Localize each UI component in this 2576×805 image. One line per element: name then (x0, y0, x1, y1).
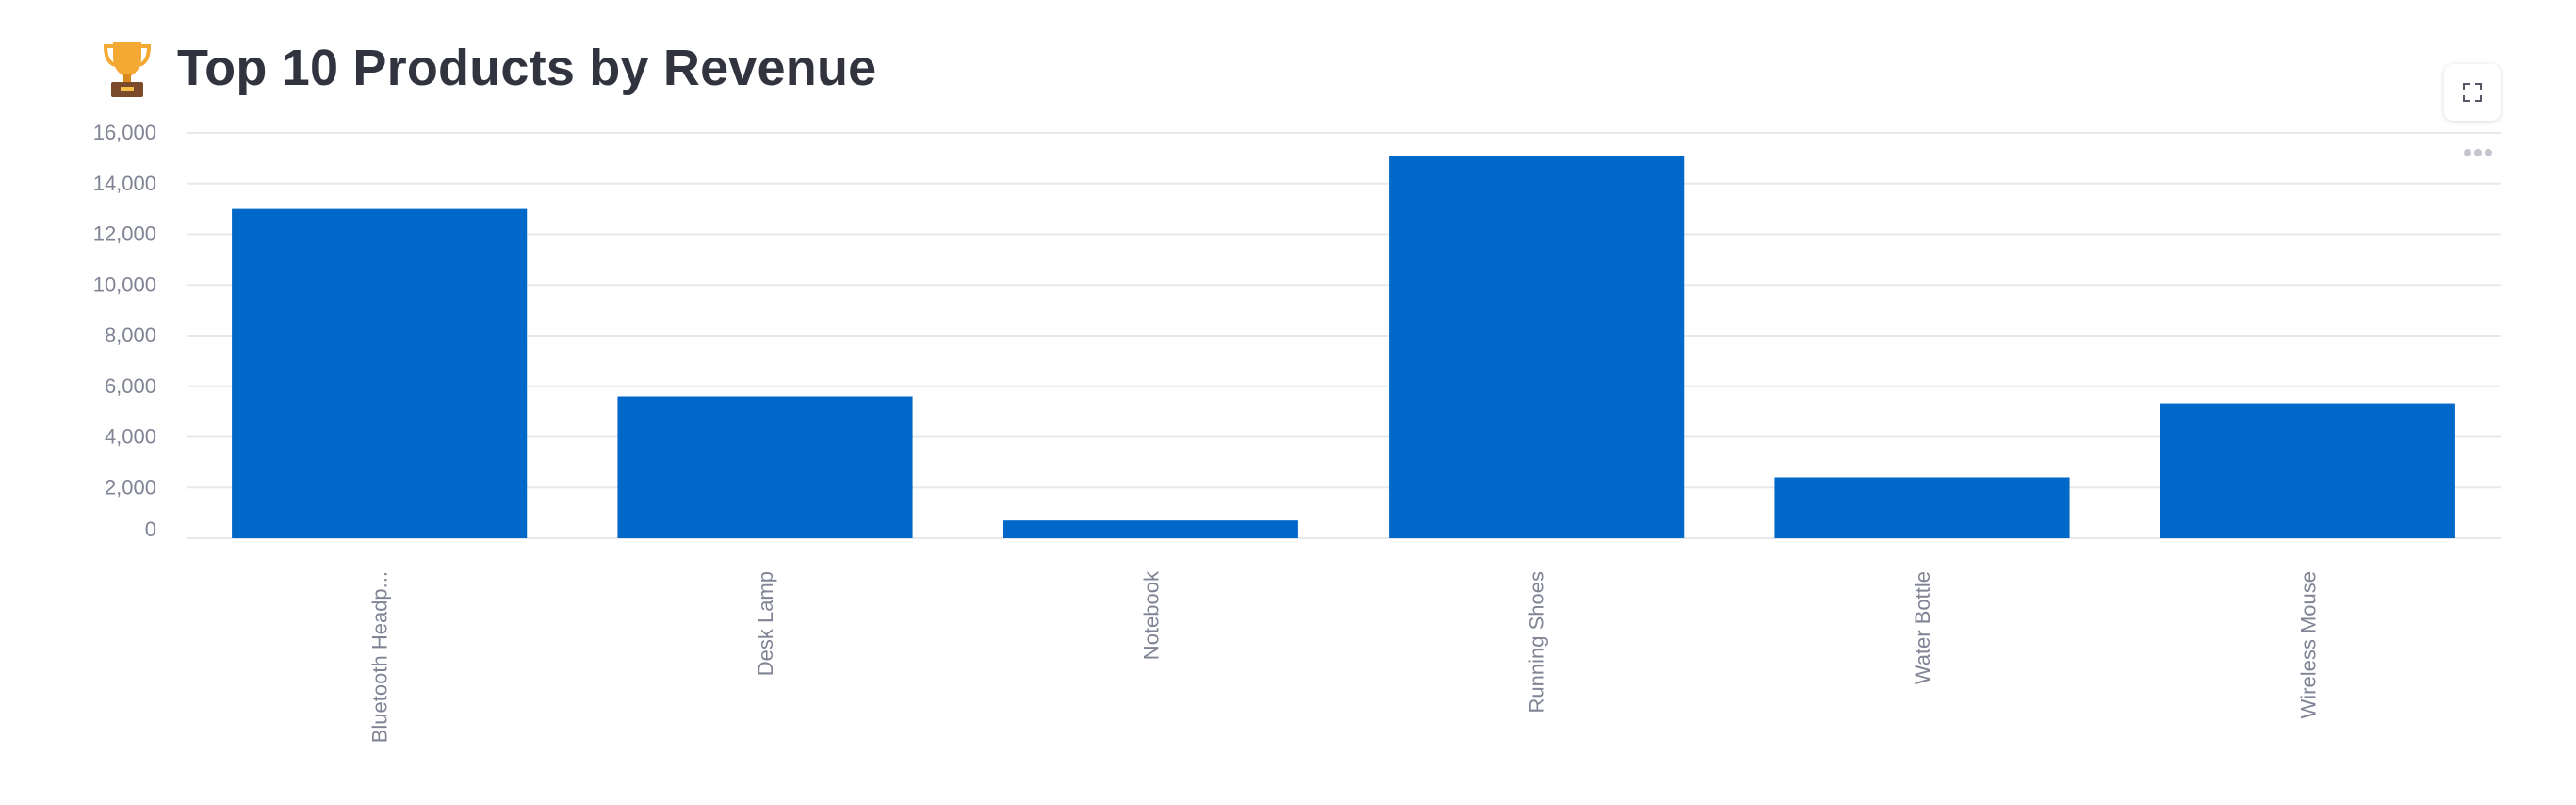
bar[interactable] (617, 396, 913, 539)
x-tick-label: Notebook (1139, 570, 1163, 660)
y-tick-label: 16,000 (93, 121, 156, 144)
y-tick-label: 2,000 (105, 475, 156, 499)
chart-header: Top 10 Products by Revenue (102, 34, 876, 102)
bars (232, 156, 2455, 538)
y-tick-label: 10,000 (93, 272, 156, 296)
trophy-icon (103, 42, 152, 97)
grid-lines (187, 132, 2501, 539)
x-tick-label: Water Bottle (1911, 571, 1934, 684)
y-axis: 0 2,000 4,000 6,000 8,000 10,000 12,000 14,000 1… (93, 121, 156, 541)
more-options-button[interactable] (2459, 141, 2497, 164)
y-tick-label: 4,000 (105, 425, 156, 449)
more-options-icon (2464, 149, 2492, 156)
bar[interactable] (2160, 403, 2455, 538)
y-tick-label: 12,000 (93, 222, 156, 246)
y-tick-label: 8,000 (105, 323, 156, 347)
bar[interactable] (232, 208, 528, 538)
bar[interactable] (1003, 520, 1298, 538)
bar[interactable] (1774, 477, 2070, 539)
x-tick-label: Desk Lamp (754, 571, 777, 676)
bar[interactable] (1389, 156, 1685, 538)
fullscreen-icon (2463, 83, 2482, 102)
y-tick-label: 0 (145, 518, 156, 541)
x-axis: Bluetooth Headp... Desk Lamp Notebook Runni… (368, 570, 2321, 743)
x-tick-label: Running Shoes (1525, 571, 1549, 713)
y-tick-label: 14,000 (93, 172, 156, 195)
page-title: Top 10 Products by Revenue (177, 40, 877, 96)
fullscreen-button[interactable] (2444, 64, 2501, 121)
x-tick-label: Bluetooth Headp... (368, 571, 392, 743)
y-tick-label: 6,000 (105, 374, 156, 398)
x-tick-label: Wireless Mouse (2296, 571, 2320, 718)
